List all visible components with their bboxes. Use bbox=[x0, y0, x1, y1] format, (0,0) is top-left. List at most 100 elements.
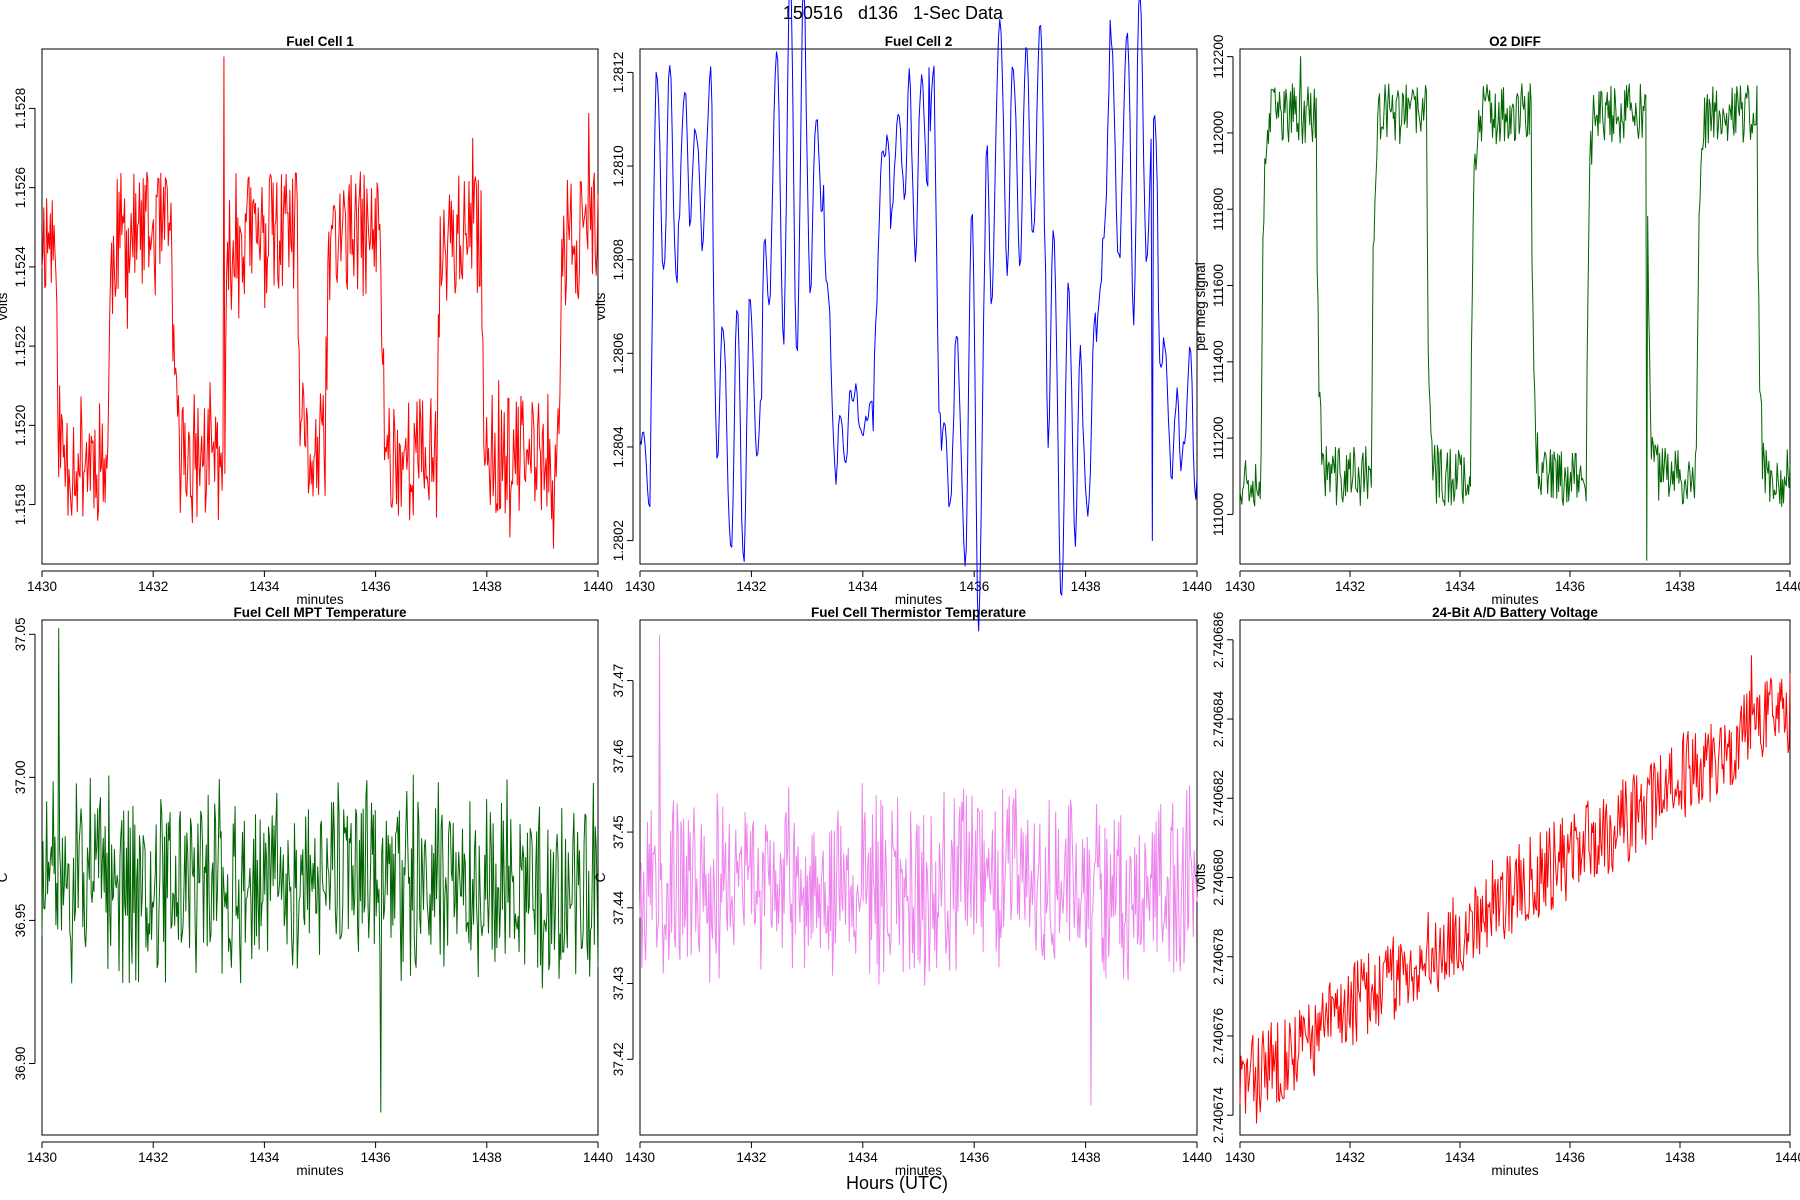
x-tick-label: 1438 bbox=[472, 579, 502, 594]
series-line bbox=[639, 0, 1198, 632]
x-tick-label: 1430 bbox=[1225, 579, 1255, 594]
y-tick-label: 1.1528 bbox=[13, 88, 28, 129]
plot-frame bbox=[41, 619, 599, 1136]
y-tick-label: 37.43 bbox=[611, 967, 626, 1001]
y-tick-label: 2.740684 bbox=[1211, 690, 1226, 747]
plot-frame bbox=[639, 619, 1198, 1136]
x-tick-label: 1438 bbox=[1071, 579, 1101, 594]
panel-title: Fuel Cell MPT Temperature bbox=[233, 605, 407, 620]
x-tick-label: 1432 bbox=[138, 579, 168, 594]
y-axis-label: volts bbox=[593, 292, 608, 320]
x-tick-label: 1434 bbox=[249, 579, 280, 594]
series-line bbox=[1239, 655, 1791, 1124]
y-tick-label: 1.1522 bbox=[13, 325, 28, 366]
panel-title: 24-Bit A/D Battery Voltage bbox=[1432, 605, 1598, 620]
plot-frame bbox=[1239, 619, 1791, 1136]
x-tick-label: 1438 bbox=[1665, 1150, 1695, 1165]
y-tick-label: 2.740674 bbox=[1211, 1087, 1226, 1144]
x-tick-label: 1434 bbox=[848, 1150, 879, 1165]
y-tick-label: 112200 bbox=[1211, 35, 1226, 79]
y-tick-label: 37.45 bbox=[611, 815, 626, 849]
chart-panel: Fuel Cell Thermistor Temperature 1430 1432… bbox=[593, 605, 1212, 1178]
x-axis-label: minutes bbox=[895, 592, 943, 607]
plot-frame bbox=[639, 48, 1198, 565]
x-tick-label: 1436 bbox=[361, 1150, 391, 1165]
y-tick-label: 2.740676 bbox=[1211, 1008, 1226, 1064]
y-tick-label: 2.740680 bbox=[1211, 849, 1226, 905]
x-tick-label: 1432 bbox=[736, 1150, 766, 1165]
chart-panel: Fuel Cell 2 1430 1432 1434 1436 1438 1440 minut… bbox=[593, 0, 1212, 632]
x-tick-label: 1434 bbox=[1445, 1150, 1476, 1165]
y-tick-label: 1.2812 bbox=[611, 52, 626, 93]
x-tick-label: 1430 bbox=[27, 1150, 57, 1165]
x-axis-label: minutes bbox=[296, 1163, 344, 1178]
x-axis-label: minutes bbox=[895, 1163, 943, 1178]
plot-frame bbox=[41, 48, 599, 565]
y-axis-label: C bbox=[0, 872, 10, 882]
x-tick-label: 1438 bbox=[1665, 579, 1695, 594]
x-tick-label: 1430 bbox=[625, 579, 655, 594]
figure-bottom-label: Hours (UTC) bbox=[846, 1173, 948, 1193]
y-tick-label: 1.1526 bbox=[13, 167, 28, 208]
x-tick-label: 1436 bbox=[361, 579, 391, 594]
y-tick-label: 37.46 bbox=[611, 739, 626, 773]
figure-title: 150516 d136 1-Sec Data bbox=[783, 3, 1004, 23]
y-tick-label: 1.1518 bbox=[13, 484, 28, 525]
x-tick-label: 1432 bbox=[138, 1150, 168, 1165]
x-tick-label: 1430 bbox=[1225, 1150, 1255, 1165]
x-tick-label: 1440 bbox=[1775, 579, 1800, 594]
chart-panel: Fuel Cell 1 1430 1432 1434 1436 1438 1440 minut… bbox=[0, 34, 613, 607]
y-tick-label: 2.740686 bbox=[1211, 612, 1226, 668]
x-tick-label: 1430 bbox=[27, 579, 57, 594]
y-tick-label: 111800 bbox=[1211, 188, 1226, 231]
x-axis-label: minutes bbox=[1491, 592, 1539, 607]
series-line bbox=[41, 628, 599, 1113]
y-tick-label: 1.2802 bbox=[611, 520, 626, 561]
y-tick-label: 1.2810 bbox=[611, 145, 626, 186]
x-tick-label: 1440 bbox=[583, 579, 613, 594]
y-tick-label: 111400 bbox=[1211, 340, 1226, 383]
y-axis-label: volts bbox=[0, 292, 10, 320]
x-tick-label: 1432 bbox=[736, 579, 766, 594]
y-tick-label: 2.740682 bbox=[1211, 770, 1226, 826]
y-axis-label: per meg signal bbox=[1193, 262, 1208, 351]
y-tick-label: 1.2808 bbox=[611, 239, 626, 280]
y-tick-label: 1.1524 bbox=[13, 246, 28, 288]
series-line bbox=[41, 56, 599, 549]
y-tick-label: 37.47 bbox=[611, 664, 626, 698]
x-axis-label: minutes bbox=[296, 592, 344, 607]
x-tick-label: 1434 bbox=[249, 1150, 280, 1165]
x-tick-label: 1440 bbox=[583, 1150, 613, 1165]
chart-panel: Fuel Cell MPT Temperature 1430 1432 1434 143… bbox=[0, 605, 613, 1178]
y-tick-label: 112000 bbox=[1211, 111, 1226, 155]
y-tick-label: 2.740678 bbox=[1211, 929, 1226, 985]
x-tick-label: 1436 bbox=[959, 579, 989, 594]
x-tick-label: 1434 bbox=[1445, 579, 1476, 594]
y-tick-label: 111200 bbox=[1211, 417, 1226, 460]
y-tick-label: 37.05 bbox=[13, 617, 28, 651]
chart-panel: O2 DIFF 1430 1432 1434 1436 1438 1440 minutes 11… bbox=[1193, 34, 1800, 607]
y-tick-label: 1.1520 bbox=[13, 405, 28, 446]
y-tick-label: 37.00 bbox=[13, 760, 28, 794]
x-tick-label: 1438 bbox=[472, 1150, 502, 1165]
x-tick-label: 1438 bbox=[1071, 1150, 1101, 1165]
x-tick-label: 1436 bbox=[1555, 579, 1585, 594]
panel-title: O2 DIFF bbox=[1489, 34, 1541, 49]
plot-frame bbox=[1239, 48, 1791, 565]
x-tick-label: 1432 bbox=[1335, 1150, 1365, 1165]
chart-panel: 24-Bit A/D Battery Voltage 1430 1432 1434 14… bbox=[1193, 605, 1800, 1178]
series-line bbox=[639, 634, 1198, 1106]
x-tick-label: 1440 bbox=[1182, 1150, 1212, 1165]
x-tick-label: 1432 bbox=[1335, 579, 1365, 594]
x-tick-label: 1434 bbox=[848, 579, 879, 594]
y-tick-label: 37.42 bbox=[611, 1042, 626, 1076]
y-axis-label: C bbox=[593, 872, 608, 882]
panel-title: Fuel Cell 1 bbox=[286, 34, 354, 49]
y-tick-label: 37.44 bbox=[611, 890, 626, 924]
x-tick-label: 1436 bbox=[1555, 1150, 1585, 1165]
x-tick-label: 1440 bbox=[1775, 1150, 1800, 1165]
y-tick-label: 36.95 bbox=[13, 904, 28, 938]
x-tick-label: 1440 bbox=[1182, 579, 1212, 594]
